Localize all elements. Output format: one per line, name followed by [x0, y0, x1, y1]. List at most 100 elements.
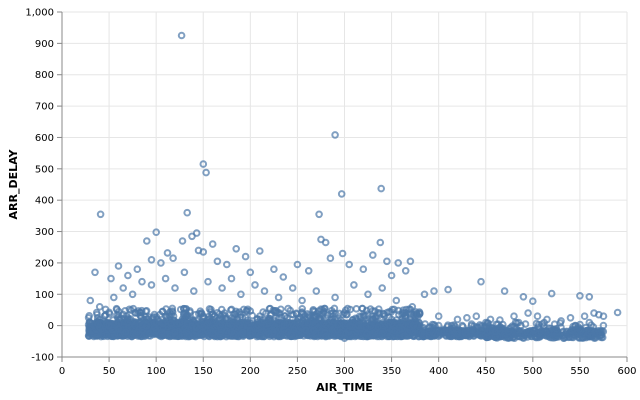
y-tick-label: 300	[35, 227, 54, 238]
data-point	[377, 184, 386, 193]
data-point	[127, 306, 135, 315]
data-point	[613, 308, 622, 317]
data-point	[376, 238, 385, 247]
data-point	[256, 247, 264, 255]
data-point	[107, 274, 115, 283]
y-tick-label: 600	[35, 133, 54, 144]
data-point	[142, 307, 151, 315]
data-point	[293, 318, 302, 327]
data-point	[178, 237, 187, 245]
data-point	[224, 322, 232, 330]
data-point	[157, 259, 165, 267]
x-tick-label: 600	[617, 366, 636, 377]
data-point	[251, 281, 259, 289]
x-axis-title: AIR_TIME	[316, 381, 373, 394]
data-point	[472, 312, 481, 321]
data-point	[449, 325, 457, 333]
data-point	[461, 327, 470, 335]
data-point	[281, 312, 290, 320]
x-tick-label: 550	[570, 366, 589, 377]
data-point	[161, 274, 170, 283]
data-point	[547, 289, 556, 298]
data-point	[124, 271, 132, 280]
data-point	[378, 329, 386, 338]
data-point	[366, 305, 375, 313]
data-point	[91, 268, 99, 277]
data-point	[304, 319, 312, 327]
data-point	[521, 320, 530, 328]
data-point	[514, 318, 523, 327]
data-point	[463, 314, 471, 322]
data-point	[247, 319, 255, 327]
data-point	[312, 287, 321, 295]
x-tick-label: 150	[194, 366, 213, 377]
data-point	[319, 319, 328, 328]
data-point	[232, 245, 240, 253]
data-point	[114, 325, 123, 333]
data-point	[142, 330, 151, 339]
data-point	[362, 329, 371, 338]
data-point	[387, 315, 396, 324]
data-point	[599, 321, 608, 330]
data-point	[571, 321, 580, 330]
data-point	[406, 257, 415, 266]
data-point	[326, 254, 335, 263]
data-point	[152, 326, 160, 335]
data-point	[330, 304, 339, 313]
data-point	[288, 284, 297, 292]
y-tick-label: -100	[31, 353, 54, 364]
grid	[61, 11, 628, 358]
data-point	[345, 260, 354, 269]
data-point	[143, 315, 151, 324]
x-tick-label: 200	[241, 366, 260, 377]
data-point	[85, 312, 93, 320]
data-point	[430, 287, 438, 295]
data-point	[105, 321, 113, 330]
data-point	[397, 325, 406, 333]
data-point	[152, 228, 160, 236]
x-tick-label: 250	[288, 366, 307, 377]
data-point	[350, 281, 358, 289]
data-point	[303, 331, 311, 339]
data-point	[369, 312, 377, 321]
data-point	[582, 333, 590, 342]
data-point	[366, 322, 375, 331]
x-tick-label: 100	[147, 366, 166, 377]
data-point	[199, 160, 208, 168]
data-point	[334, 321, 342, 329]
data-point	[242, 306, 251, 315]
data-point	[167, 319, 175, 328]
data-point	[453, 315, 462, 324]
data-point	[298, 296, 306, 305]
data-point	[114, 262, 123, 270]
data-point	[274, 293, 283, 302]
data-point	[227, 274, 236, 283]
data-point	[364, 290, 372, 299]
data-point	[169, 254, 177, 263]
data-point	[147, 281, 156, 289]
data-point	[284, 304, 292, 313]
data-point	[505, 325, 514, 333]
data-point	[580, 312, 589, 321]
data-point	[411, 317, 419, 325]
data-point	[95, 323, 104, 332]
data-point	[143, 237, 151, 245]
y-tick-label: 200	[35, 258, 54, 269]
data-point	[442, 332, 451, 340]
data-point	[241, 252, 250, 261]
data-point	[509, 333, 518, 342]
data-point	[218, 315, 226, 324]
data-point	[397, 318, 405, 327]
data-point	[585, 293, 594, 301]
data-point	[192, 323, 201, 332]
data-point	[420, 290, 429, 299]
data-point	[280, 322, 288, 330]
data-point	[529, 330, 537, 338]
data-point	[208, 329, 217, 338]
y-tick-label: 700	[35, 102, 54, 113]
data-point	[567, 326, 576, 335]
data-point	[161, 312, 170, 321]
data-point	[312, 312, 321, 321]
y-tick-label: 500	[35, 164, 54, 175]
data-point	[387, 271, 396, 280]
